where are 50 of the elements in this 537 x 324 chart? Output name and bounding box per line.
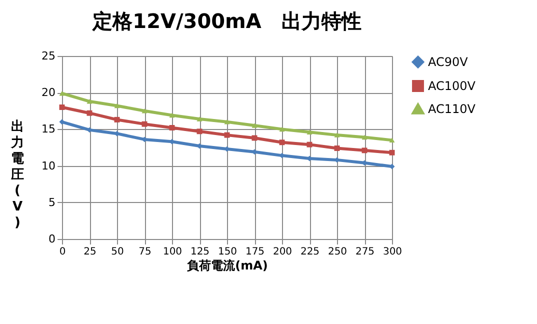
point [224, 120, 230, 124]
x-tick-label: 0 [59, 246, 66, 258]
point [306, 142, 312, 148]
legend-label: AC90V [428, 55, 469, 69]
chart-title: 定格12V/300mA 出力特性 [92, 9, 362, 33]
point [169, 124, 175, 130]
y-tick-label: 5 [48, 196, 56, 209]
x-tick-label: 250 [328, 246, 348, 258]
y-axis-title: 出力電圧(V) [10, 120, 24, 230]
point [142, 108, 148, 114]
point [362, 148, 368, 154]
x-tick-label: 225 [300, 246, 320, 258]
y-tick-label: 0 [48, 232, 56, 246]
point [389, 150, 395, 156]
point [279, 126, 285, 132]
point [334, 132, 340, 138]
x-tick-label: 125 [190, 246, 210, 258]
point [334, 145, 340, 151]
point [279, 140, 285, 146]
point [362, 134, 368, 140]
y-tick-label: 20 [42, 86, 56, 100]
y-tick-label: 15 [42, 122, 56, 136]
point [224, 132, 230, 138]
y-tick-label: 25 [42, 50, 56, 62]
point [306, 130, 312, 134]
point [389, 138, 395, 143]
point [59, 104, 65, 110]
point [86, 99, 92, 104]
point [114, 103, 120, 108]
x-axis-title: 負荷電流(mA) [187, 258, 268, 272]
point [252, 135, 258, 141]
legend-label: AC110V [428, 102, 476, 116]
point [86, 110, 92, 116]
x-tick-label: 275 [355, 246, 375, 258]
x-tick-label: 300 [382, 246, 402, 258]
x-tick-label: 150 [218, 246, 238, 258]
x-tick-label: 100 [162, 246, 182, 258]
x-tick-label: 25 [84, 246, 96, 258]
x-tick-label: 75 [138, 246, 152, 258]
point [169, 112, 175, 118]
point [252, 123, 258, 128]
point [114, 116, 120, 122]
point [196, 128, 202, 134]
x-tick-label: 200 [272, 246, 292, 258]
y-tick-label: 10 [42, 159, 56, 172]
point [196, 116, 202, 122]
legend-label: AC100V [428, 79, 476, 93]
point [142, 121, 148, 127]
x-tick-label: 175 [245, 246, 265, 258]
x-tick-label: 50 [111, 246, 124, 258]
